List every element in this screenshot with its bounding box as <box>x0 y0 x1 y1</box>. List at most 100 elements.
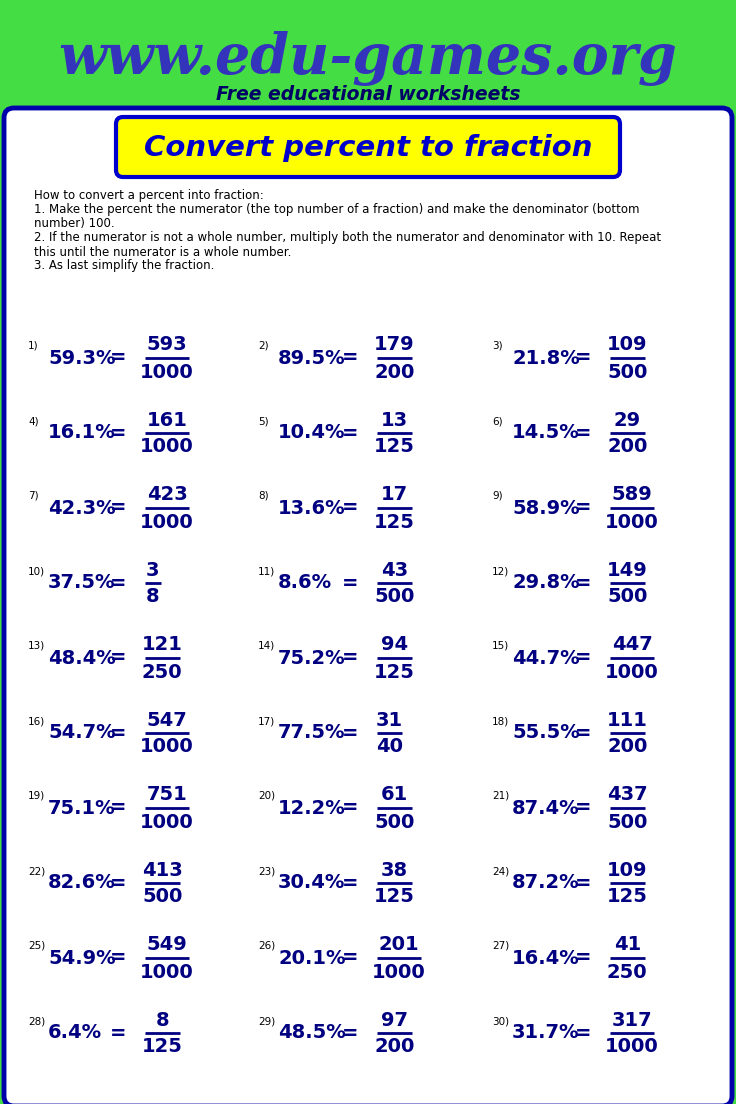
Text: 4): 4) <box>28 416 38 426</box>
Text: 41: 41 <box>614 935 641 955</box>
Text: 54.9%: 54.9% <box>48 948 116 967</box>
Text: 2. If the numerator is not a whole number, multiply both the numerator and denom: 2. If the numerator is not a whole numbe… <box>34 232 661 244</box>
Text: 13: 13 <box>381 411 408 429</box>
FancyBboxPatch shape <box>116 117 620 177</box>
Text: 317: 317 <box>612 1010 652 1030</box>
Text: =: = <box>342 648 358 668</box>
Text: 13.6%: 13.6% <box>278 499 346 518</box>
Text: 201: 201 <box>379 935 420 955</box>
Text: 549: 549 <box>146 935 188 955</box>
Text: 89.5%: 89.5% <box>278 349 346 368</box>
Text: 2): 2) <box>258 341 269 351</box>
Text: =: = <box>342 873 358 892</box>
Text: 14): 14) <box>258 641 275 651</box>
Text: 250: 250 <box>607 963 648 981</box>
Text: 8: 8 <box>155 1010 169 1030</box>
Text: 31.7%: 31.7% <box>512 1023 579 1042</box>
Text: 54.7%: 54.7% <box>48 723 116 743</box>
Text: 125: 125 <box>142 1038 183 1057</box>
Text: 58.9%: 58.9% <box>512 499 580 518</box>
Text: 500: 500 <box>142 888 183 906</box>
Text: =: = <box>575 424 591 443</box>
Text: 17): 17) <box>258 716 275 726</box>
Text: 1000: 1000 <box>372 963 426 981</box>
Text: =: = <box>342 349 358 368</box>
Text: 10): 10) <box>28 566 45 576</box>
Text: =: = <box>342 424 358 443</box>
Text: 40: 40 <box>376 737 403 756</box>
Text: 59.3%: 59.3% <box>48 349 116 368</box>
Text: =: = <box>110 648 127 668</box>
Text: =: = <box>342 798 358 817</box>
Text: 500: 500 <box>374 813 414 831</box>
Text: =: = <box>342 499 358 518</box>
Text: 200: 200 <box>374 1038 414 1057</box>
Text: 1000: 1000 <box>605 662 659 681</box>
Text: 200: 200 <box>607 737 648 756</box>
Text: 149: 149 <box>607 561 648 580</box>
Text: =: = <box>110 1023 127 1042</box>
Text: 109: 109 <box>607 860 648 880</box>
Text: 48.5%: 48.5% <box>278 1023 346 1042</box>
Text: 250: 250 <box>142 662 183 681</box>
Text: 55.5%: 55.5% <box>512 723 580 743</box>
Text: =: = <box>342 723 358 743</box>
Text: 10.4%: 10.4% <box>278 424 345 443</box>
Text: Convert percent to fraction: Convert percent to fraction <box>144 134 592 162</box>
Text: 413: 413 <box>142 860 183 880</box>
Text: 9): 9) <box>492 491 503 501</box>
Text: 77.5%: 77.5% <box>278 723 345 743</box>
Text: =: = <box>575 948 591 967</box>
Text: 1. Make the percent the numerator (the top number of a fraction) and make the de: 1. Make the percent the numerator (the t… <box>34 203 640 216</box>
Text: 31: 31 <box>376 711 403 730</box>
Text: 29.8%: 29.8% <box>512 573 580 593</box>
Text: 38: 38 <box>381 860 408 880</box>
Text: 751: 751 <box>146 786 188 805</box>
Text: =: = <box>575 349 591 368</box>
Text: 1000: 1000 <box>140 963 194 981</box>
Text: 75.1%: 75.1% <box>48 798 116 817</box>
Text: 21): 21) <box>492 790 509 802</box>
Text: 37.5%: 37.5% <box>48 573 116 593</box>
Text: 17: 17 <box>381 486 408 505</box>
Text: =: = <box>110 723 127 743</box>
Text: =: = <box>342 1023 358 1042</box>
Text: 16): 16) <box>28 716 45 726</box>
Text: 23): 23) <box>258 866 275 875</box>
Text: 500: 500 <box>607 587 648 606</box>
Text: =: = <box>110 349 127 368</box>
Text: 6.4%: 6.4% <box>48 1023 102 1042</box>
Text: 11): 11) <box>258 566 275 576</box>
Text: =: = <box>575 873 591 892</box>
Text: 161: 161 <box>146 411 188 429</box>
Text: 29: 29 <box>614 411 641 429</box>
Text: 3. As last simplify the fraction.: 3. As last simplify the fraction. <box>34 259 214 273</box>
Text: 20): 20) <box>258 790 275 802</box>
Text: 3): 3) <box>492 341 503 351</box>
Text: 44.7%: 44.7% <box>512 648 580 668</box>
Text: number) 100.: number) 100. <box>34 217 115 231</box>
Text: 97: 97 <box>381 1010 408 1030</box>
Text: 75.2%: 75.2% <box>278 648 346 668</box>
Text: 8: 8 <box>146 587 160 606</box>
Text: www.edu-games.org: www.edu-games.org <box>59 31 677 85</box>
Text: 14.5%: 14.5% <box>512 424 580 443</box>
Text: 500: 500 <box>607 362 648 382</box>
Text: Free educational worksheets: Free educational worksheets <box>216 85 520 105</box>
Text: 27): 27) <box>492 941 509 951</box>
Text: 125: 125 <box>374 888 414 906</box>
Text: 5): 5) <box>258 416 269 426</box>
Text: 30): 30) <box>492 1016 509 1026</box>
Text: 22): 22) <box>28 866 45 875</box>
Text: 42.3%: 42.3% <box>48 499 116 518</box>
Text: 500: 500 <box>374 587 414 606</box>
Text: =: = <box>110 948 127 967</box>
Text: 20.1%: 20.1% <box>278 948 345 967</box>
Text: =: = <box>110 499 127 518</box>
Text: 16.1%: 16.1% <box>48 424 116 443</box>
Text: 7): 7) <box>28 491 38 501</box>
Text: 200: 200 <box>607 437 648 456</box>
Text: =: = <box>342 573 358 593</box>
Text: 6): 6) <box>492 416 503 426</box>
Text: 547: 547 <box>146 711 188 730</box>
